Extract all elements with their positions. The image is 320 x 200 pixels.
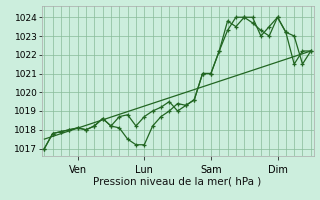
X-axis label: Pression niveau de la mer( hPa ): Pression niveau de la mer( hPa ) [93, 176, 262, 186]
